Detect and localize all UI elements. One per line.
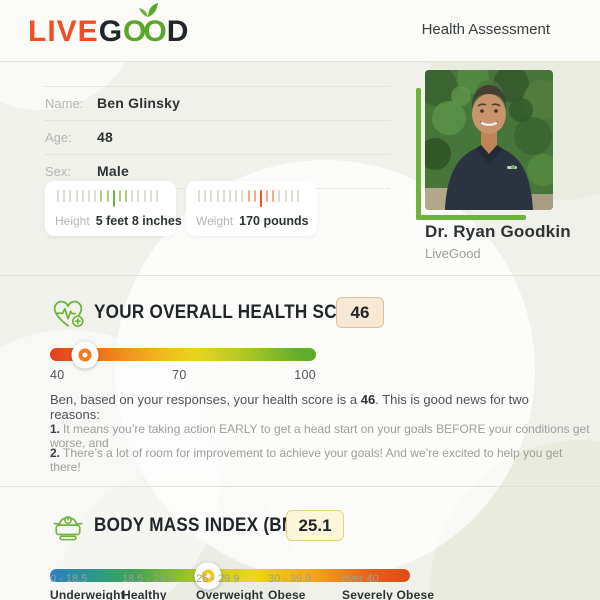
weight-ruler bbox=[196, 190, 307, 207]
doctor-photo bbox=[425, 70, 553, 210]
weight-label: Weight bbox=[196, 214, 234, 228]
section-divider bbox=[0, 275, 600, 276]
height-ruler bbox=[55, 190, 166, 207]
health-score-badge: 46 bbox=[336, 297, 384, 328]
bmi-title: BODY MASS INDEX (BMI): bbox=[94, 515, 314, 536]
health-score-summary: Ben, based on your responses, your healt… bbox=[50, 392, 529, 422]
logo-live-text: LIVE bbox=[28, 15, 99, 48]
doctor-org: LiveGood bbox=[425, 246, 481, 261]
heart-pulse-icon bbox=[53, 300, 84, 327]
name-value: Ben Glinsky bbox=[97, 95, 181, 111]
scale-max: 100 bbox=[294, 368, 316, 382]
score-inline: 46 bbox=[360, 392, 376, 407]
weight-value: 170 pounds bbox=[239, 214, 309, 228]
height-value: 5 feet 8 inches bbox=[95, 214, 182, 228]
bmi-category-overweight: 25 - 29.9 Overweight bbox=[196, 573, 264, 600]
height-label: Height bbox=[55, 214, 90, 228]
health-score-slider[interactable] bbox=[50, 341, 316, 368]
health-score-slider-thumb[interactable] bbox=[71, 341, 99, 368]
form-row-age: Age: 48 bbox=[45, 121, 390, 155]
logo-d-text: D bbox=[166, 15, 190, 48]
section-divider bbox=[0, 486, 600, 487]
name-label: Name: bbox=[45, 95, 84, 111]
leaf-icon bbox=[139, 3, 159, 17]
bmi-category-obese: 30 - 39.9 Obese bbox=[268, 573, 312, 600]
form-row-name: Name: Ben Glinsky bbox=[45, 86, 390, 121]
sex-value: Male bbox=[97, 163, 129, 179]
sex-label: Sex: bbox=[45, 163, 72, 179]
age-value: 48 bbox=[97, 129, 113, 145]
height-card: Height 5 feet 8 inches bbox=[45, 181, 182, 236]
doctor-photo-illustration bbox=[425, 70, 553, 210]
header: LIVEGOO D Health Assessment bbox=[0, 0, 600, 62]
page-title: Health Assessment bbox=[421, 21, 550, 38]
bmi-category-underweight: 0 - 18.5 Underweight bbox=[50, 573, 125, 600]
logo-g-text: G bbox=[98, 15, 124, 48]
scale-icon bbox=[53, 516, 83, 541]
metric-cards: Height 5 feet 8 inches Weight 170 pounds bbox=[45, 181, 317, 236]
doctor-name: Dr. Ryan Goodkin bbox=[425, 222, 571, 241]
bmi-value-badge: 25.1 bbox=[286, 510, 344, 541]
reason-item-2: 2. There’s a lot of room for improvement … bbox=[50, 446, 563, 474]
age-label: Age: bbox=[45, 129, 72, 145]
weight-card: Weight 170 pounds bbox=[186, 181, 317, 236]
scale-min: 40 bbox=[50, 368, 65, 382]
photo-frame-vertical bbox=[416, 88, 421, 220]
bmi-category-healthy: 18.5 - 24.9 Healthy bbox=[122, 573, 175, 600]
health-score-scale: 40 70 100 bbox=[50, 368, 316, 382]
photo-frame-horizontal bbox=[416, 215, 526, 220]
scale-mid: 70 bbox=[172, 368, 187, 382]
profile-form: Name: Ben Glinsky Age: 48 Sex: Male bbox=[45, 86, 390, 189]
bmi-category-severely-obese: over 40 Severely Obese bbox=[342, 573, 435, 600]
livegood-logo: LIVEGOO D bbox=[28, 3, 190, 50]
logo-oo-text: OO bbox=[123, 3, 167, 48]
